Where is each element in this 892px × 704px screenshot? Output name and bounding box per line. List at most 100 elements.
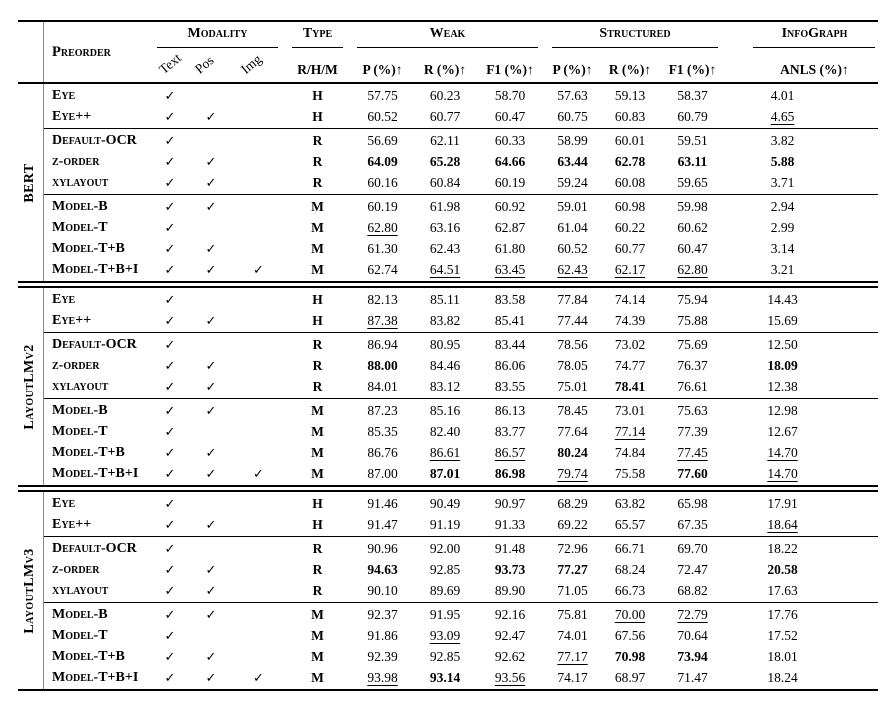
check-icon: ✓ — [205, 445, 217, 461]
metric-value: 12.98 — [767, 402, 798, 418]
metric-value: 62.80 — [677, 261, 708, 277]
metric-value: 92.85 — [429, 561, 461, 577]
metric-value: 76.61 — [677, 378, 708, 394]
metric-value: 83.58 — [494, 291, 526, 307]
metric-value: 92.47 — [494, 627, 526, 643]
metric-value: 90.10 — [367, 582, 398, 598]
metric-value: 60.23 — [429, 87, 461, 103]
preorder-label: xylayout — [52, 582, 109, 598]
type-value: R — [312, 357, 323, 373]
metric-value: 85.41 — [494, 312, 526, 328]
modality-text-cell: ✓ — [150, 648, 190, 666]
check-icon: ✓ — [205, 262, 217, 278]
metric-value: 2.99 — [770, 219, 795, 235]
metric-value: 57.75 — [367, 87, 398, 103]
type-value: H — [312, 87, 323, 103]
metric-value: 92.37 — [367, 606, 398, 622]
metric-value: 75.94 — [677, 291, 708, 307]
metric-value: 90.49 — [429, 495, 461, 511]
metric-value: 71.05 — [557, 582, 588, 598]
table-row: Model-T ✓ M 85.35 82.40 83.77 77.64 77.14 77.39 1… — [43, 421, 878, 442]
check-icon: ✓ — [164, 562, 176, 578]
type-value: R — [312, 378, 323, 394]
type-value: H — [312, 516, 323, 532]
metric-value: 83.12 — [429, 378, 461, 394]
table-row: Eye ✓ H 57.75 60.23 58.70 57.63 59.13 58.37 4.01 — [43, 85, 878, 106]
metric-value: 3.71 — [770, 174, 795, 190]
structured-underline — [552, 47, 718, 48]
metric-value: 75.01 — [557, 378, 588, 394]
header-bottom-rule — [18, 82, 878, 84]
metric-value: 87.00 — [367, 465, 398, 481]
section-separator — [18, 281, 878, 288]
preorder-label: Default-OCR — [52, 336, 137, 352]
preorder-label: Eye — [52, 87, 76, 103]
metric-value: 66.71 — [614, 540, 646, 556]
table-row: Model-T+B+I ✓ ✓ ✓ M 87.00 87.01 86.98 79.74 75.58… — [43, 463, 878, 484]
metric-value: 3.21 — [770, 261, 795, 277]
header-col-structured-r: R (%)↑ — [608, 62, 652, 77]
header-col-pos: Pos — [191, 52, 217, 77]
table-row: Model-T+B ✓ ✓ M 86.76 86.61 86.57 80.24 74.84 77.… — [43, 442, 878, 463]
metric-value: 18.24 — [767, 669, 798, 685]
metric-value: 12.38 — [767, 378, 798, 394]
header-group-infograph: InfoGraph — [725, 22, 878, 48]
metric-value: 87.01 — [429, 465, 461, 481]
preorder-label: Eye++ — [52, 516, 92, 532]
metric-value: 59.65 — [677, 174, 708, 190]
metric-value: 60.47 — [677, 240, 708, 256]
modality-text-cell: ✓ — [150, 540, 190, 558]
check-icon: ✓ — [205, 562, 217, 578]
modality-text-cell: ✓ — [150, 606, 190, 624]
metric-value: 89.90 — [494, 582, 526, 598]
modality-text-cell: ✓ — [150, 378, 190, 396]
table-body: BERT Eye ✓ H 57.75 60.23 58.70 57.63 59.13 58.37 4… — [18, 84, 878, 689]
metric-value: 83.55 — [494, 378, 526, 394]
metric-value: 67.35 — [677, 516, 708, 532]
weak-underline — [357, 47, 538, 48]
table-row: Eye++ ✓ ✓ H 60.52 60.77 60.47 60.75 60.83 60.79 4.… — [43, 106, 878, 127]
metric-value: 14.43 — [767, 291, 798, 307]
metric-value: 64.66 — [494, 153, 526, 169]
metric-value: 62.87 — [494, 219, 526, 235]
modality-text-cell: ✓ — [150, 240, 190, 258]
check-icon: ✓ — [205, 175, 217, 191]
header-col-weak-p: P (%)↑ — [362, 62, 403, 77]
modality-pos-cell: ✓ — [190, 312, 232, 330]
preorder-label: Eye++ — [52, 108, 92, 124]
metric-value: 64.51 — [429, 261, 461, 277]
modality-text-cell: ✓ — [150, 627, 190, 645]
metric-value: 86.98 — [494, 465, 526, 481]
metric-value: 61.98 — [429, 198, 461, 214]
table-row: Model-B ✓ ✓ M 60.19 61.98 60.92 59.01 60.98 59.98… — [43, 196, 878, 217]
metric-value: 91.46 — [367, 495, 398, 511]
metric-value: 17.52 — [767, 627, 798, 643]
type-value: M — [311, 402, 324, 418]
table-row: Default-OCR ✓ R 90.96 92.00 91.48 72.96 66.71 69… — [43, 538, 878, 559]
table-row: xylayout ✓ ✓ R 90.10 89.69 89.90 71.05 66.73 68.8… — [43, 580, 878, 601]
preorder-label: xylayout — [52, 378, 109, 394]
metric-value: 65.28 — [429, 153, 461, 169]
metric-value: 60.98 — [614, 198, 646, 214]
check-icon: ✓ — [164, 403, 176, 419]
preorder-label: Default-OCR — [52, 540, 137, 556]
check-icon: ✓ — [164, 496, 176, 512]
column-divider — [43, 492, 44, 689]
metric-value: 87.23 — [367, 402, 398, 418]
metric-value: 60.52 — [557, 240, 588, 256]
type-value: M — [311, 627, 324, 643]
metric-value: 91.48 — [494, 540, 526, 556]
section-separator — [18, 485, 878, 492]
preorder-label: Default-OCR — [52, 132, 137, 148]
preorder-label: Model-B — [52, 606, 108, 622]
metric-value: 77.39 — [677, 423, 708, 439]
metric-value: 3.82 — [770, 132, 795, 148]
check-icon: ✓ — [164, 445, 176, 461]
metric-value: 63.11 — [677, 153, 708, 169]
metric-value: 59.13 — [614, 87, 646, 103]
metric-value: 63.45 — [494, 261, 526, 277]
metric-value: 91.95 — [429, 606, 461, 622]
table-row: Model-T+B ✓ ✓ M 92.39 92.85 92.62 77.17 70.98 73.… — [43, 646, 878, 667]
row-subgroup: Default-OCR ✓ R 56.69 62.11 60.33 58.99 60.01 59… — [43, 128, 878, 194]
metric-value: 78.05 — [557, 357, 588, 373]
